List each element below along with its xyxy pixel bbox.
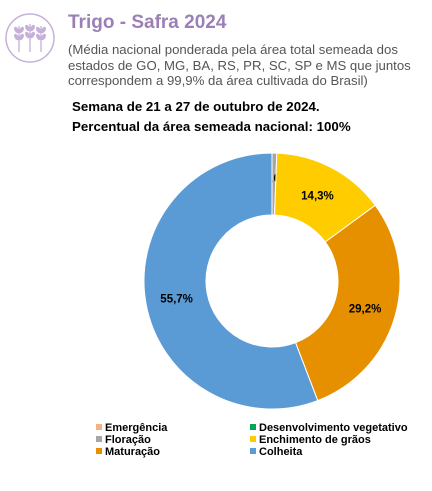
page-subtitle: (Média nacional ponderada pela área tota… bbox=[68, 42, 411, 88]
legend-label: Floração bbox=[105, 434, 151, 446]
legend-label: Maturação bbox=[105, 446, 161, 458]
week-label: Semana de 21 a 27 de outubro de 2024. bbox=[72, 99, 320, 114]
slice-4 bbox=[294, 204, 401, 402]
slice-5 bbox=[143, 152, 319, 410]
legend-swatch bbox=[250, 436, 256, 442]
slice-label-3: 14,3% bbox=[301, 190, 334, 202]
wheat-logo-icon bbox=[5, 13, 55, 63]
legend-label: Enchimento de grãos bbox=[259, 434, 371, 446]
legend-swatch bbox=[250, 448, 256, 454]
legend-swatch bbox=[250, 424, 256, 430]
legend-label: Desenvolvimento vegetativo bbox=[259, 422, 408, 434]
area-percent-label: Percentual da área semeada nacional: 100… bbox=[72, 119, 351, 134]
legend-item-1: Desenvolvimento vegetativo bbox=[250, 422, 408, 435]
legend-item-5: Colheita bbox=[250, 446, 302, 459]
legend-item-2: Floração bbox=[96, 434, 151, 447]
legend-label: Emergência bbox=[105, 422, 168, 434]
slice-label-5: 55,7% bbox=[160, 294, 193, 306]
donut-chart: 0,6%14,3%29,2%55,7% bbox=[143, 152, 401, 410]
legend-swatch bbox=[96, 448, 102, 454]
legend-item-0: Emergência bbox=[96, 422, 167, 435]
legend-item-4: Maturação bbox=[96, 446, 160, 459]
slice-label-4: 29,2% bbox=[349, 303, 382, 315]
legend-item-3: Enchimento de grãos bbox=[250, 434, 371, 447]
legend-label: Colheita bbox=[259, 446, 303, 458]
page-title: Trigo - Safra 2024 bbox=[68, 12, 227, 33]
legend-swatch bbox=[96, 436, 102, 442]
legend-swatch bbox=[96, 424, 102, 430]
